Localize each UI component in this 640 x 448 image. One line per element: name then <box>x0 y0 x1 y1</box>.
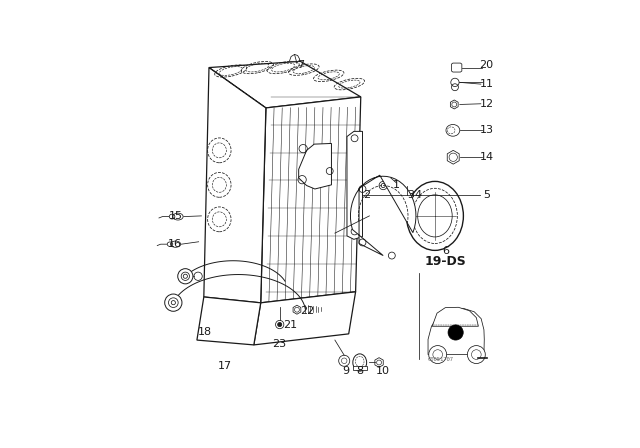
Text: 11: 11 <box>480 79 493 89</box>
Polygon shape <box>289 55 300 61</box>
Text: 17: 17 <box>218 361 232 371</box>
Text: 2: 2 <box>363 190 370 200</box>
Polygon shape <box>428 308 484 354</box>
Circle shape <box>278 323 282 327</box>
Polygon shape <box>347 131 362 239</box>
Circle shape <box>194 272 202 280</box>
Text: 18: 18 <box>198 327 212 337</box>
Polygon shape <box>197 297 260 345</box>
Text: 10: 10 <box>376 366 390 376</box>
Polygon shape <box>451 63 462 72</box>
Polygon shape <box>254 292 356 345</box>
Polygon shape <box>209 61 361 108</box>
Text: 8: 8 <box>356 366 363 376</box>
Text: 19-DS: 19-DS <box>424 255 466 268</box>
Text: 12: 12 <box>479 99 493 109</box>
Text: 1: 1 <box>393 180 400 190</box>
Text: 4: 4 <box>415 190 422 200</box>
Ellipse shape <box>353 354 367 371</box>
Text: 3: 3 <box>407 190 414 200</box>
Polygon shape <box>204 68 266 303</box>
Circle shape <box>178 269 193 284</box>
Circle shape <box>339 355 349 366</box>
Polygon shape <box>375 358 383 367</box>
Polygon shape <box>260 97 361 303</box>
Text: 6: 6 <box>442 246 449 256</box>
Polygon shape <box>353 366 367 370</box>
Text: 20: 20 <box>479 60 493 70</box>
Circle shape <box>164 294 182 311</box>
Polygon shape <box>299 143 332 189</box>
Text: 13: 13 <box>480 125 493 135</box>
Circle shape <box>467 345 485 363</box>
Polygon shape <box>451 100 458 109</box>
Ellipse shape <box>406 181 463 250</box>
Text: C0051707: C0051707 <box>428 357 454 362</box>
Polygon shape <box>293 305 301 314</box>
Circle shape <box>429 345 447 363</box>
Text: 21: 21 <box>283 319 297 330</box>
Text: 7: 7 <box>298 60 305 70</box>
Text: 15: 15 <box>169 211 183 221</box>
Text: 23: 23 <box>272 339 286 349</box>
Circle shape <box>448 325 463 340</box>
Text: 5: 5 <box>483 190 490 200</box>
Polygon shape <box>447 151 459 164</box>
Circle shape <box>472 350 481 359</box>
Text: 22: 22 <box>300 306 314 316</box>
Circle shape <box>433 350 442 359</box>
Text: 9: 9 <box>342 366 349 376</box>
Ellipse shape <box>446 125 460 136</box>
Text: 14: 14 <box>479 152 493 162</box>
Polygon shape <box>351 175 416 255</box>
Polygon shape <box>432 307 479 326</box>
Text: 16: 16 <box>168 239 182 249</box>
